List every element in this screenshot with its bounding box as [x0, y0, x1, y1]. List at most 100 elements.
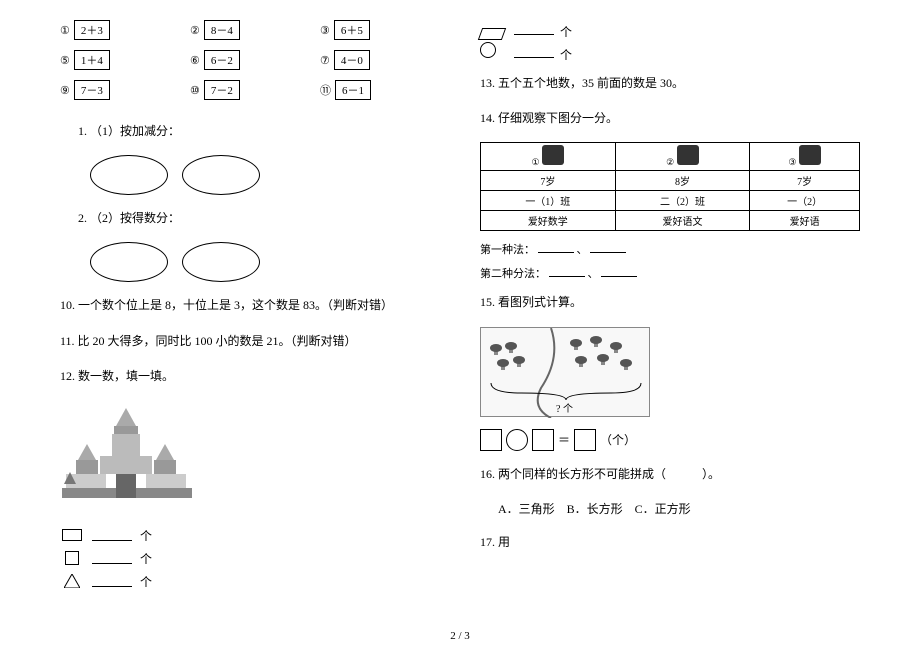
oval — [90, 242, 168, 282]
method-1-line: 第一种法： 、 — [480, 241, 860, 257]
question-13: 13. 五个五个地数，35 前面的数是 30。 — [480, 74, 860, 93]
expression-item: ⑤1＋4 — [60, 50, 180, 70]
expression-number: ⑪ — [320, 82, 331, 98]
expression-number: ⑦ — [320, 54, 330, 67]
expression-number: ③ — [320, 24, 330, 37]
rectangle-icon — [62, 529, 82, 541]
expression-number: ⑩ — [190, 84, 200, 97]
svg-text:? 个: ? 个 — [556, 403, 573, 415]
face-icon — [542, 145, 564, 165]
face-icon — [677, 145, 699, 165]
table-cell: 8岁 — [615, 171, 750, 191]
method-2-label: 第二种分法： — [480, 268, 546, 280]
expression-item: ⑨ 7－3 — [60, 80, 180, 100]
left-column: ① 2＋3 ② 8－4 ③ 6＋5 ⑤1＋4 ⑥ 6－2 ⑦4－0 ⑨ 7－3 ⑩ 7－2 ⑪6－1 1. … — [60, 20, 440, 610]
shape-count-rectangle: 个 — [60, 527, 440, 544]
oval — [182, 155, 260, 195]
table-cell: 爱好语 — [750, 211, 860, 231]
unit-label: 个 — [560, 46, 572, 63]
right-column: 个 个 13. 五个五个地数，35 前面的数是 30。 14. 仔细观察下图分一… — [480, 20, 860, 610]
expression-item: ② 8－4 — [190, 20, 310, 40]
face-icon — [799, 145, 821, 165]
question-16: 16. 两个同样的长方形不可能拼成（ ）。 — [480, 465, 860, 484]
expression-box: 8－4 — [204, 20, 240, 40]
unit-label: 个 — [140, 527, 152, 544]
ovals-2 — [90, 242, 440, 282]
blank-line — [590, 242, 626, 253]
oval — [90, 155, 168, 195]
question-15: 15. 看图列式计算。 — [480, 293, 860, 312]
oval — [182, 242, 260, 282]
expression-item: ⑦4－0 — [320, 50, 440, 70]
expression-item: ③ 6＋5 — [320, 20, 440, 40]
expression-number: ② — [190, 24, 200, 37]
expression-item: ① 2＋3 — [60, 20, 180, 40]
castle-figure — [60, 400, 200, 520]
question-16-choices: A．三角形 B．长方形 C．正方形 — [498, 500, 860, 517]
expression-box: 6－1 — [335, 80, 371, 100]
ovals-1 — [90, 155, 440, 195]
equation-box — [574, 429, 596, 451]
blank-line — [514, 23, 554, 35]
table-cell: 一（1）班 — [481, 191, 616, 211]
method-2-line: 第二种分法： 、 — [480, 265, 860, 281]
blank-line — [92, 529, 132, 541]
unit-label: 个 — [560, 23, 572, 40]
blank-line — [92, 575, 132, 587]
question-1-2: 2. （2）按得数分： — [78, 209, 440, 228]
blank-line — [601, 266, 637, 277]
equation-box — [480, 429, 502, 451]
circle-icon — [480, 42, 496, 58]
unit-label: 个 — [140, 573, 152, 590]
square-icon — [65, 551, 79, 565]
expression-grid: ① 2＋3 ② 8－4 ③ 6＋5 ⑤1＋4 ⑥ 6－2 ⑦4－0 ⑨ 7－3 ⑩ 7－2 ⑪6－1 — [60, 20, 440, 100]
unit-label: 个 — [140, 550, 152, 567]
expression-box: 7－3 — [74, 80, 110, 100]
question-10: 10. 一个数个位上是 8，十位上是 3，这个数是 83。（判断对错） — [60, 296, 440, 315]
page-number: 2 / 3 — [0, 630, 920, 642]
question-17: 17. 用 — [480, 533, 860, 552]
expression-box: 7－2 — [204, 80, 240, 100]
mushroom-figure: ? 个 — [480, 327, 650, 417]
blank-line — [514, 46, 554, 58]
equals-sign: ＝ — [558, 431, 570, 448]
equation-unit: （个） — [600, 431, 636, 448]
expression-box: 2＋3 — [74, 20, 110, 40]
question-14: 14. 仔细观察下图分一分。 — [480, 109, 860, 128]
question-12: 12. 数一数，填一填。 — [60, 367, 440, 386]
expression-box: 6＋5 — [334, 20, 370, 40]
table-cell: 一（2） — [750, 191, 860, 211]
expression-item: ⑪6－1 — [320, 80, 440, 100]
question-1-1: 1. （1）按加减分： — [78, 122, 440, 141]
expression-box: 6－2 — [204, 50, 240, 70]
expression-number: ⑨ — [60, 84, 70, 97]
table-cell: 爱好语文 — [615, 211, 750, 231]
equation-box — [532, 429, 554, 451]
classification-table: ① ② ③ 7岁8岁7岁 一（1）班二（2）班一（2） 爱好数学爱好语文爱好语 — [480, 142, 860, 231]
parallelogram-icon — [478, 28, 506, 40]
table-cell: 7岁 — [750, 171, 860, 191]
expression-item: ⑥ 6－2 — [190, 50, 310, 70]
expression-box: 1＋4 — [74, 50, 110, 70]
table-cell: 二（2）班 — [615, 191, 750, 211]
expression-number: ① — [60, 24, 70, 37]
table-header-cell: ③ — [750, 143, 860, 171]
equation-row: ＝ （个） — [480, 429, 860, 451]
blank-line — [538, 242, 574, 253]
method-1-label: 第一种法： — [480, 244, 535, 256]
shape-count-square: 个 — [60, 550, 440, 567]
shape-count-triangle: 个 — [60, 573, 440, 590]
equation-circle — [506, 429, 528, 451]
expression-item: ⑩ 7－2 — [190, 80, 310, 100]
blank-line — [92, 552, 132, 564]
question-11: 11. 比 20 大得多，同时比 100 小的数是 21。（判断对错） — [60, 332, 440, 351]
triangle-icon — [64, 574, 80, 588]
table-cell: 爱好数学 — [481, 211, 616, 231]
table-cell: 7岁 — [481, 171, 616, 191]
expression-number: ⑥ — [190, 54, 200, 67]
table-header-cell: ① — [481, 143, 616, 171]
separator: 、 — [588, 268, 599, 280]
separator: 、 — [577, 244, 588, 256]
blank-line — [549, 266, 585, 277]
shape-count-parallelogram: 个 个 — [480, 23, 860, 63]
